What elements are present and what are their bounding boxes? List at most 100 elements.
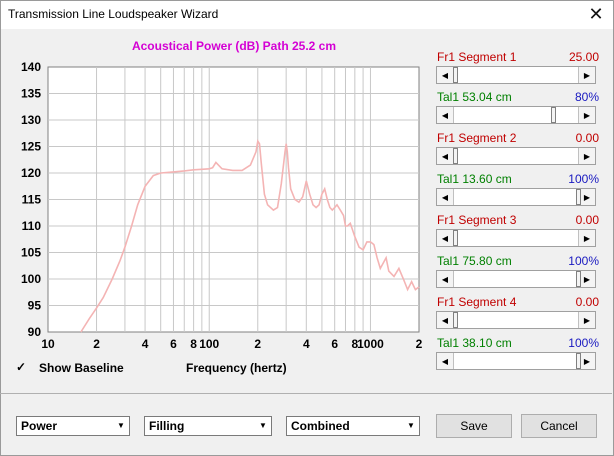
x-tick-label: 8 xyxy=(351,337,358,351)
arrow-right-icon[interactable]: ▶ xyxy=(578,107,595,123)
arrow-left-icon[interactable]: ◀ xyxy=(437,67,454,83)
filling-dropdown-value: Filling xyxy=(149,419,185,433)
scrollbar-track[interactable] xyxy=(453,271,579,287)
separator xyxy=(0,393,612,394)
segment-name: Fr1 Segment 4 xyxy=(437,295,517,309)
y-tick-label: 95 xyxy=(28,299,42,313)
combined-dropdown-value: Combined xyxy=(291,419,350,433)
segment-scrollbar[interactable]: ◀ ▶ xyxy=(436,106,596,124)
scrollbar-thumb[interactable] xyxy=(453,148,458,164)
segment-name: Fr1 Segment 1 xyxy=(437,50,517,64)
show-baseline-label[interactable]: Show Baseline xyxy=(39,361,124,375)
y-tick-label: 120 xyxy=(21,166,41,180)
segment-name: Tal1 75.80 cm xyxy=(437,254,512,268)
x-tick-label: 6 xyxy=(170,337,177,351)
y-tick-label: 110 xyxy=(22,219,42,233)
segment-value: 0.00 xyxy=(575,295,599,309)
arrow-left-icon[interactable]: ◀ xyxy=(437,230,454,246)
segment-scrollbar[interactable]: ◀ ▶ xyxy=(436,229,596,247)
segment-control-label: Fr1 Segment 4 0.00 xyxy=(437,295,599,309)
x-tick-label: 4 xyxy=(303,337,310,351)
filling-dropdown[interactable]: Filling ▼ xyxy=(144,416,272,436)
segment-control-label: Tal1 13.60 cm 100% xyxy=(437,172,599,186)
arrow-left-icon[interactable]: ◀ xyxy=(437,353,454,369)
power-dropdown-value: Power xyxy=(21,419,58,433)
y-tick-label: 100 xyxy=(21,272,41,286)
segment-value: 100% xyxy=(568,254,599,268)
y-tick-label: 115 xyxy=(22,193,42,207)
scrollbar-thumb[interactable] xyxy=(576,353,581,369)
segment-scrollbar[interactable]: ◀ ▶ xyxy=(436,147,596,165)
x-tick-label: 6 xyxy=(331,337,338,351)
segment-name: Tal1 38.10 cm xyxy=(437,336,512,350)
chevron-down-icon[interactable]: ▼ xyxy=(259,421,267,430)
chevron-down-icon[interactable]: ▼ xyxy=(117,421,125,430)
scrollbar-track[interactable] xyxy=(453,312,579,328)
segment-scrollbar[interactable]: ◀ ▶ xyxy=(436,311,596,329)
segment-scrollbar[interactable]: ◀ ▶ xyxy=(436,270,596,288)
segment-scrollbar[interactable]: ◀ ▶ xyxy=(436,352,596,370)
x-tick-label: 2 xyxy=(93,337,100,351)
segment-value: 0.00 xyxy=(575,131,599,145)
segment-value: 25.00 xyxy=(568,50,599,64)
y-tick-label: 105 xyxy=(21,246,41,260)
scrollbar-track[interactable] xyxy=(453,230,579,246)
segment-value: 80% xyxy=(574,90,599,104)
arrow-left-icon[interactable]: ◀ xyxy=(437,189,454,205)
scrollbar-track[interactable] xyxy=(453,353,579,369)
segment-value: 0.00 xyxy=(575,213,599,227)
power-curve xyxy=(80,139,420,333)
x-tick-label: 2 xyxy=(416,337,423,351)
window-title: Transmission Line Loudspeaker Wizard xyxy=(8,7,219,21)
scrollbar-thumb[interactable] xyxy=(576,189,581,205)
scrollbar-thumb[interactable] xyxy=(576,271,581,287)
arrow-left-icon[interactable]: ◀ xyxy=(437,107,454,123)
segment-scrollbar[interactable]: ◀ ▶ xyxy=(436,188,596,206)
x-tick-label: 1000 xyxy=(357,337,384,351)
chevron-down-icon[interactable]: ▼ xyxy=(407,421,415,430)
scrollbar-thumb[interactable] xyxy=(453,230,458,246)
segment-control-label: Tal1 75.80 cm 100% xyxy=(437,254,599,268)
combined-dropdown[interactable]: Combined ▼ xyxy=(286,416,420,436)
arrow-left-icon[interactable]: ◀ xyxy=(437,148,454,164)
scrollbar-track[interactable] xyxy=(453,107,579,123)
scrollbar-thumb[interactable] xyxy=(551,107,556,123)
segment-value: 100% xyxy=(568,336,599,350)
arrow-left-icon[interactable]: ◀ xyxy=(437,271,454,287)
arrow-right-icon[interactable]: ▶ xyxy=(578,230,595,246)
arrow-right-icon[interactable]: ▶ xyxy=(578,312,595,328)
cancel-button[interactable]: Cancel xyxy=(521,414,597,438)
y-tick-label: 130 xyxy=(21,113,41,127)
y-tick-label: 135 xyxy=(21,87,41,101)
x-tick-label: 100 xyxy=(199,337,219,351)
segment-name: Tal1 53.04 cm xyxy=(437,90,512,104)
arrow-left-icon[interactable]: ◀ xyxy=(437,312,454,328)
x-axis-label: Frequency (hertz) xyxy=(186,361,287,375)
power-dropdown[interactable]: Power ▼ xyxy=(16,416,130,436)
scrollbar-thumb[interactable] xyxy=(453,312,458,328)
x-tick-label: 2 xyxy=(254,337,261,351)
show-baseline-checkbox[interactable]: ✓ xyxy=(16,360,27,374)
y-tick-label: 90 xyxy=(28,325,42,339)
segment-control-label: Fr1 Segment 2 0.00 xyxy=(437,131,599,145)
save-button[interactable]: Save xyxy=(436,414,512,438)
segment-control-label: Tal1 38.10 cm 100% xyxy=(437,336,599,350)
close-icon[interactable]: ✕ xyxy=(588,4,604,24)
y-tick-label: 125 xyxy=(21,140,41,154)
chart-title: Acoustical Power (dB) Path 25.2 cm xyxy=(132,39,336,53)
arrow-right-icon[interactable]: ▶ xyxy=(578,67,595,83)
segment-control-label: Fr1 Segment 1 25.00 xyxy=(437,50,599,64)
scrollbar-track[interactable] xyxy=(453,67,579,83)
scrollbar-track[interactable] xyxy=(453,189,579,205)
segment-scrollbar[interactable]: ◀ ▶ xyxy=(436,66,596,84)
segment-value: 100% xyxy=(568,172,599,186)
title-bar: Transmission Line Loudspeaker Wizard ✕ xyxy=(1,1,613,29)
segment-name: Fr1 Segment 3 xyxy=(437,213,517,227)
x-tick-label: 10 xyxy=(41,337,55,351)
scrollbar-track[interactable] xyxy=(453,148,579,164)
arrow-right-icon[interactable]: ▶ xyxy=(578,148,595,164)
scrollbar-thumb[interactable] xyxy=(453,67,458,83)
y-tick-label: 140 xyxy=(21,60,41,74)
segment-control-label: Tal1 53.04 cm 80% xyxy=(437,90,599,104)
x-tick-label: 8 xyxy=(190,337,197,351)
